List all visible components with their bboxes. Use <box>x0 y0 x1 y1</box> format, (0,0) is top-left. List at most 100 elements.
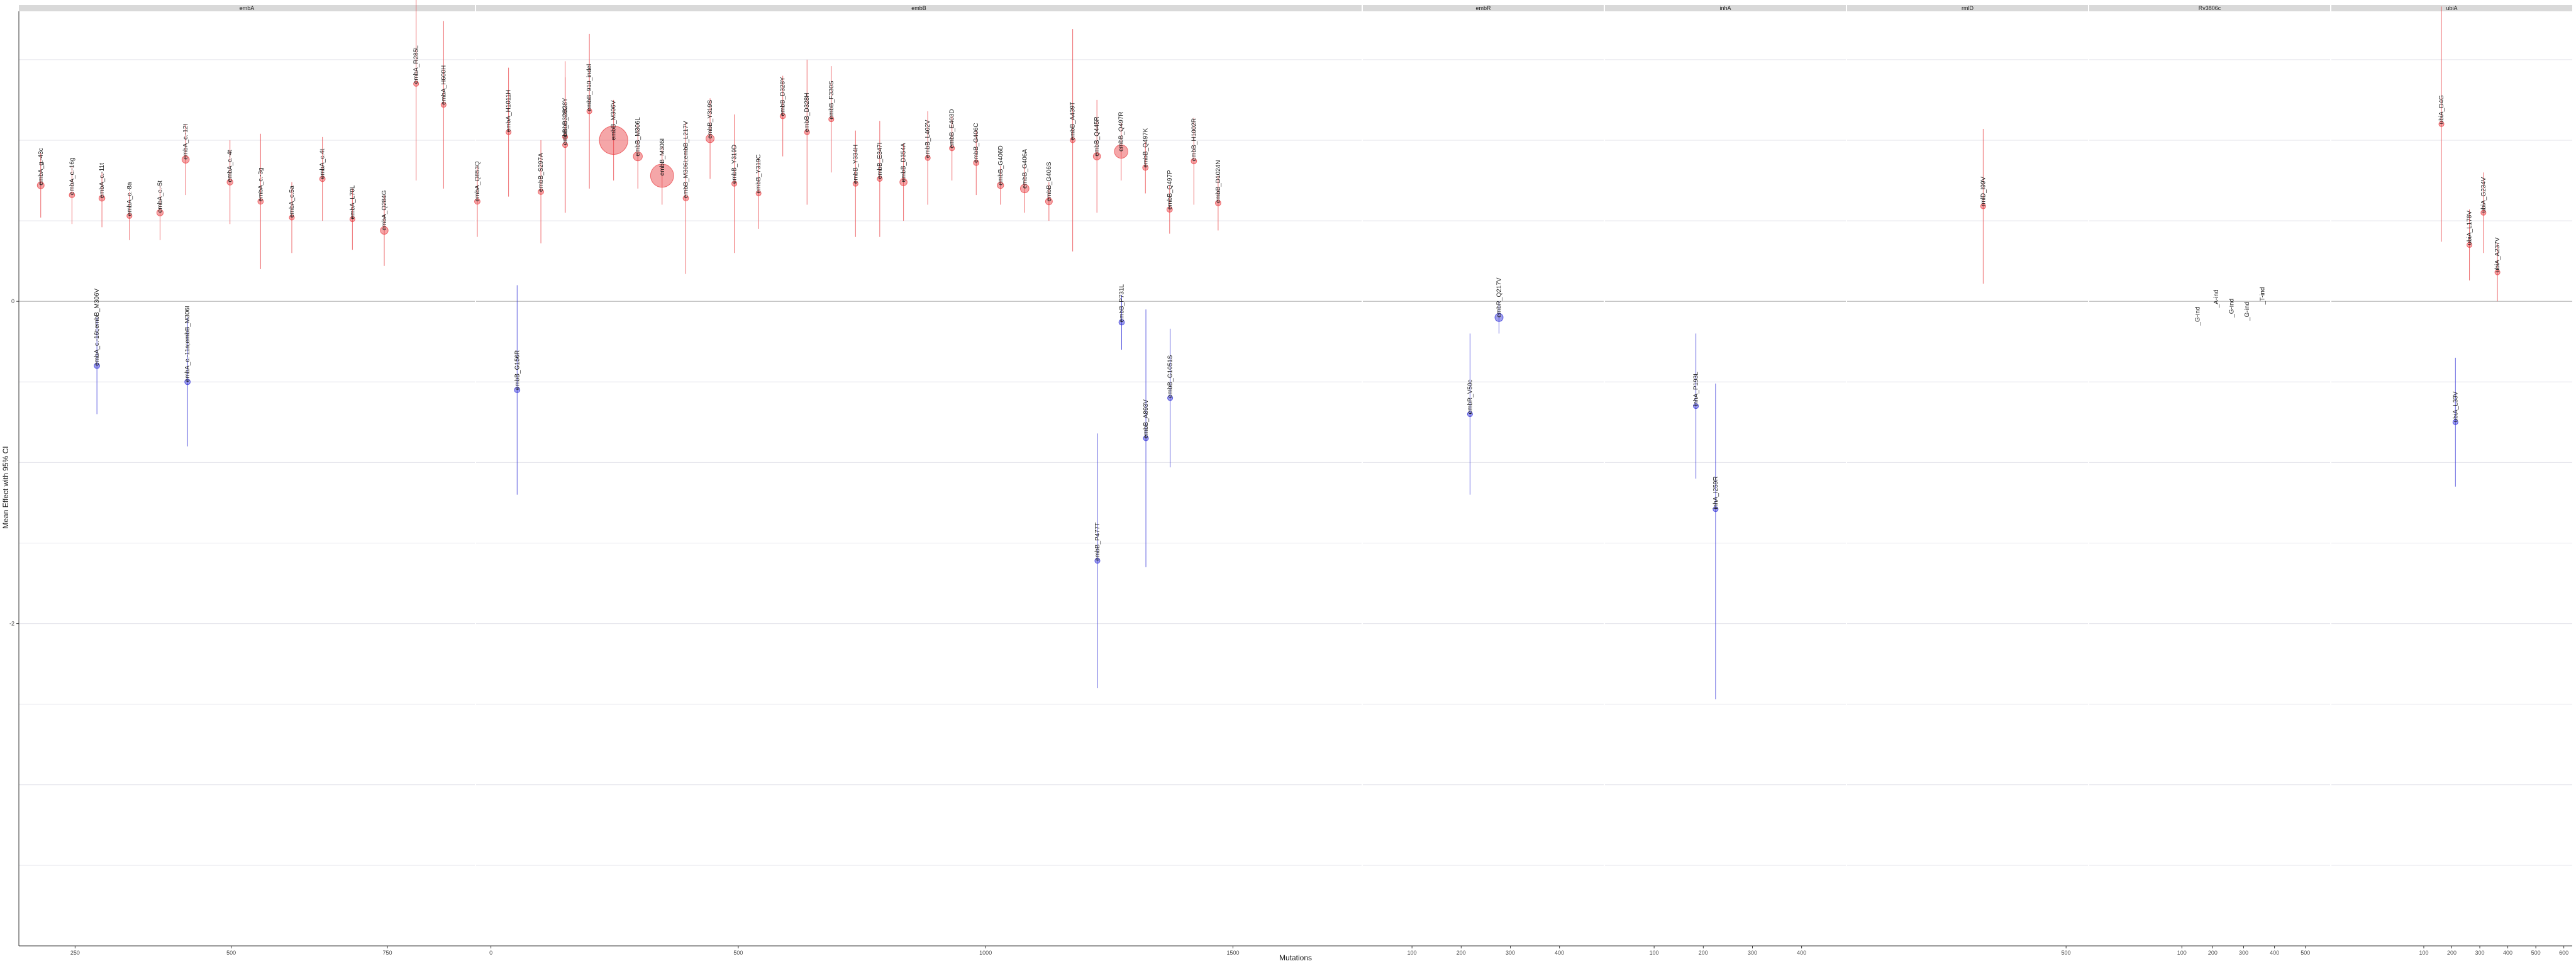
point-label: embA_c.-5t <box>157 180 164 213</box>
x-tick-label: 200 <box>1457 950 1466 956</box>
facet-strip <box>19 5 475 11</box>
point-marker <box>474 198 480 205</box>
point-marker <box>562 142 569 148</box>
point-label: embA_c.-12t <box>182 124 189 160</box>
x-tick-label: 500 <box>226 950 236 956</box>
point-marker <box>1143 435 1149 441</box>
x-tick-label: 600 <box>2559 950 2568 956</box>
point-marker <box>98 194 106 202</box>
x-tick-label: 100 <box>1407 950 1417 956</box>
point-marker <box>899 178 908 186</box>
point-marker <box>69 192 75 198</box>
point-marker <box>1167 395 1174 401</box>
x-tick-label: 300 <box>2239 950 2248 956</box>
y-axis-title: Mean Effect with 95% CI <box>1 446 10 528</box>
facet-strip <box>1363 5 1604 11</box>
point-label: embB_G406C <box>973 123 980 162</box>
point-label: embA_H1011H <box>506 90 513 133</box>
x-tick-label: 100 <box>2419 950 2428 956</box>
point-marker <box>1713 506 1719 513</box>
point-label: embB_E403D <box>949 109 956 148</box>
point-label: embB_D328Y <box>780 77 787 116</box>
facet-strip-label: Rv3806c <box>2199 5 2221 11</box>
point-marker <box>924 155 931 161</box>
facet-strip <box>2331 5 2572 11</box>
point-label: embB_G156R <box>514 350 521 390</box>
point-label: embA_c.5a <box>289 186 296 218</box>
facet-strip <box>1847 5 2088 11</box>
point-marker <box>804 129 810 135</box>
point-marker <box>349 216 355 223</box>
point-label: _G-ind <box>2244 302 2251 321</box>
point-marker <box>226 179 233 186</box>
point-marker <box>586 108 592 114</box>
point-marker <box>94 362 101 369</box>
point-label: embB_A893V <box>1143 399 1150 438</box>
point-label: embB_E347I <box>877 143 884 179</box>
x-tick-label: 200 <box>2208 950 2218 956</box>
x-tick-label: 300 <box>2475 950 2485 956</box>
point-label: embA_H600H <box>440 65 447 105</box>
point-label: _G-ind <box>2228 299 2235 318</box>
point-label: embB_M306L <box>635 117 641 157</box>
facet-strip-label: embR <box>1475 5 1491 11</box>
point-marker <box>1166 206 1173 213</box>
point-marker <box>1114 144 1128 159</box>
point-label: embB_H1002R <box>1191 118 1197 161</box>
point-marker <box>973 159 980 166</box>
x-tick-label: 500 <box>733 950 743 956</box>
point-label: _T-ind <box>2259 287 2266 305</box>
y-tick-label: 0 <box>11 298 14 304</box>
point-marker <box>706 134 715 143</box>
point-marker <box>1467 411 1473 418</box>
point-label: _A-ind <box>2213 290 2220 309</box>
x-tick-label: 1500 <box>1226 950 1239 956</box>
point-label: inhA_P193L <box>1693 372 1700 406</box>
facet-panels <box>19 59 2572 947</box>
point-label: embB_A439T <box>1070 102 1077 140</box>
point-label: embA_c.-8a <box>126 182 133 216</box>
x-tick-label: 300 <box>1506 950 1515 956</box>
facet-strip <box>476 5 1362 11</box>
facet-strip <box>1605 5 1846 11</box>
point-label: embB_Y334H <box>852 145 859 184</box>
point-marker <box>1045 197 1053 206</box>
point-marker <box>755 190 762 197</box>
point-marker <box>852 180 858 187</box>
point-label: embB_P477T <box>1094 523 1101 561</box>
point-label: embB_Q497P <box>1167 170 1174 209</box>
x-tick-label: 400 <box>1797 950 1806 956</box>
point-label: embB_F330S <box>828 80 835 119</box>
point-marker <box>633 151 643 162</box>
point-label: _G-ind <box>2194 307 2201 326</box>
facet-strips: embA embB embR inhA rmlD Rv3806c ubiA <box>19 5 2572 11</box>
facet-strip-label: inhA <box>1719 5 1731 11</box>
point-label: embB_Q445R <box>1094 116 1101 156</box>
point-label: embA_c.-3g <box>257 167 264 201</box>
x-tick-label: 200 <box>1699 950 1708 956</box>
point-label: ubiA_L178V <box>2467 211 2473 245</box>
facet-strip-label: rmlD <box>1962 5 1974 11</box>
point-label: embB_L402V <box>924 119 931 158</box>
point-marker <box>828 116 835 123</box>
point-label: embA_c.-16t;embB_M306V <box>94 288 101 365</box>
point-marker <box>538 189 544 195</box>
point-label: inhA_I259R <box>1713 476 1719 509</box>
point-marker <box>2467 242 2473 248</box>
point-label: embA_L70L <box>349 185 356 219</box>
point-label: embB_G406D <box>997 145 1004 185</box>
point-label: embB_M306I;embB_L217V <box>683 121 690 198</box>
x-axis-title: Mutations <box>1279 953 1312 962</box>
x-tick-label: 250 <box>70 950 80 956</box>
point-label: embA_c.-11a;embB_M306I <box>184 306 191 382</box>
point-label: ubiA_A237V <box>2494 237 2501 272</box>
point-marker <box>319 175 326 182</box>
point-marker <box>156 209 164 216</box>
point-marker <box>1094 558 1101 564</box>
y-tick-label: -2 <box>9 621 14 627</box>
point-marker <box>126 213 133 219</box>
x-tick-label: 400 <box>2270 950 2279 956</box>
point-marker <box>682 195 689 202</box>
point-marker <box>731 180 738 187</box>
x-tick-label: 400 <box>1555 950 1564 956</box>
